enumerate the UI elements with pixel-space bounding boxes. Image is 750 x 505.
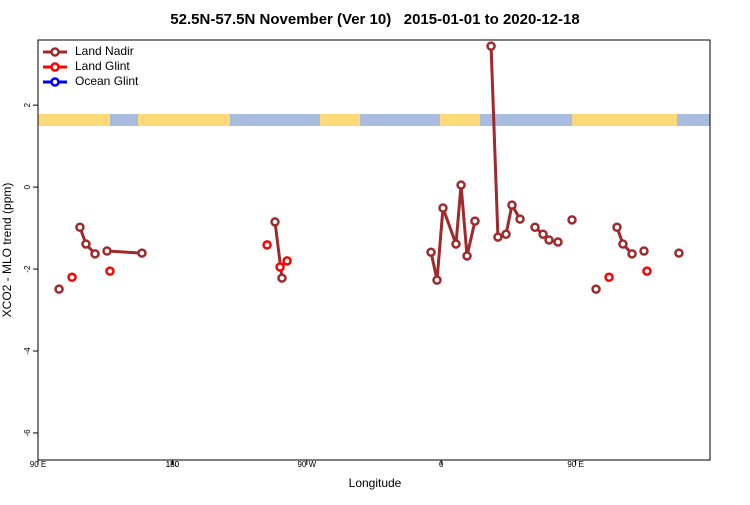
point xyxy=(90,249,100,259)
band-land xyxy=(38,114,110,126)
x-tick-label: 180 xyxy=(166,460,180,469)
point xyxy=(515,214,525,224)
y-tick-label: -6 xyxy=(23,429,32,437)
point xyxy=(54,284,64,294)
plot-frame xyxy=(37,39,711,461)
point xyxy=(501,229,511,239)
point xyxy=(493,232,503,242)
y-tick-label: 2 xyxy=(23,102,32,107)
point xyxy=(75,222,85,233)
point xyxy=(438,203,448,213)
point xyxy=(275,262,285,272)
y-tick-label: 0 xyxy=(23,184,32,189)
point xyxy=(432,275,442,285)
y-axis-label: XCO2 - MLO trend (ppm) xyxy=(0,183,14,318)
x-axis-label: Longitude xyxy=(349,476,402,490)
x-tick-label: 90 E xyxy=(567,460,583,469)
land-band xyxy=(38,114,710,126)
point xyxy=(451,239,461,249)
point xyxy=(627,249,637,259)
point xyxy=(618,239,628,249)
point xyxy=(270,217,280,227)
series-line xyxy=(106,249,143,255)
x-tick-label: 90 W xyxy=(297,460,316,469)
point xyxy=(137,248,147,258)
point xyxy=(262,240,272,250)
point xyxy=(530,222,540,233)
point xyxy=(456,180,466,190)
point xyxy=(102,246,112,256)
band-land xyxy=(138,114,230,126)
point xyxy=(486,41,496,51)
point xyxy=(553,237,563,247)
point xyxy=(282,256,292,266)
band-land xyxy=(572,114,677,126)
legend-marker xyxy=(50,62,60,72)
legend-marker xyxy=(50,47,60,57)
point xyxy=(538,229,548,239)
x-tick-label: 90 E xyxy=(30,460,46,469)
legend-marker xyxy=(50,77,60,87)
band-land xyxy=(440,114,480,126)
point xyxy=(105,266,115,276)
point xyxy=(544,235,554,245)
point xyxy=(277,273,287,283)
point xyxy=(639,246,649,256)
point xyxy=(81,239,91,249)
legend-label: Land Nadir xyxy=(75,44,134,58)
legend-label: Land Glint xyxy=(75,59,130,73)
y-tick-label: -2 xyxy=(23,265,32,273)
point xyxy=(462,251,472,261)
point xyxy=(642,266,652,276)
point xyxy=(567,215,577,225)
chart-title: 52.5N-57.5N November (Ver 10) 2015-01-01… xyxy=(170,11,579,28)
point xyxy=(507,200,517,210)
x-tick-label: 0 xyxy=(439,460,444,469)
point xyxy=(612,222,622,233)
point xyxy=(426,247,436,258)
point xyxy=(604,272,614,282)
legend-label: Ocean Glint xyxy=(75,74,139,88)
point xyxy=(591,284,601,294)
point xyxy=(674,248,684,258)
band-land xyxy=(320,114,360,126)
y-tick-label: -4 xyxy=(23,347,32,355)
point xyxy=(67,272,77,282)
point xyxy=(470,216,480,226)
